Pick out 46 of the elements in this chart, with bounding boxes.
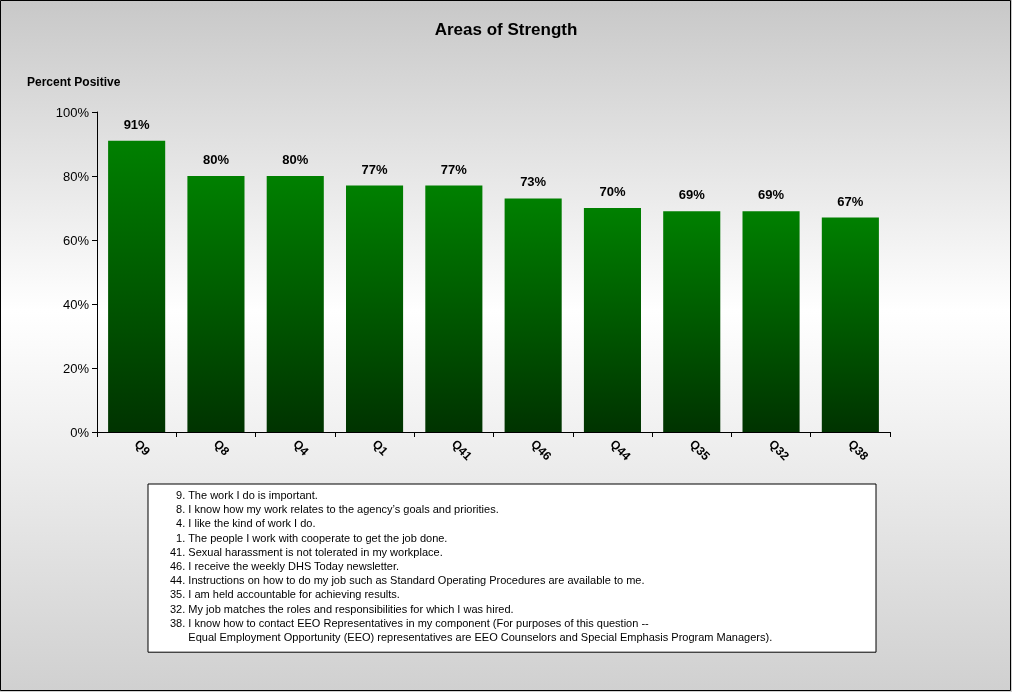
bar xyxy=(583,208,641,432)
y-tick-label: 80% xyxy=(62,168,90,184)
data-label: 80% xyxy=(282,152,309,167)
x-tick-label: Q38 xyxy=(845,437,872,464)
x-tick-label: Q9 xyxy=(131,437,154,459)
text: 35. I am held accountable for achieving results. xyxy=(170,588,400,601)
y-tick-label: 0% xyxy=(70,424,90,440)
x-tick-label: Q4 xyxy=(290,437,312,459)
y-tick-label: 60% xyxy=(62,232,90,248)
text: 38. I know how to contact EEO Representatives in my component (For purposes of this question -- Equal Employment Opportunity (EEO) representatives are EEO Counselors and Special Emphasis Program Managers). xyxy=(170,616,773,644)
text: 32. My job matches the roles and responsibilities for which I was hired. xyxy=(170,602,514,615)
chart-title: Areas of Strength xyxy=(434,20,578,39)
y-tick-label: 40% xyxy=(62,296,90,312)
text: 8. I know how my work relates to the agency’s goals and priorities. xyxy=(170,503,499,516)
data-label: 69% xyxy=(678,187,706,203)
data-label: 73% xyxy=(520,174,547,190)
bar xyxy=(187,176,245,432)
text: 4. I like the kind of work I do. xyxy=(170,517,316,530)
x-tick-label: Q46 xyxy=(528,437,555,464)
bar xyxy=(821,217,879,432)
y-tick-label: 20% xyxy=(62,360,90,376)
bar xyxy=(346,185,404,432)
text: 9. The work I do is important. xyxy=(170,489,318,502)
text: 46. I receive the weekly DHS Today newsletter. xyxy=(170,560,400,573)
data-label: 80% xyxy=(202,152,230,167)
bar xyxy=(108,140,166,432)
bar xyxy=(742,211,800,432)
text: 41. Sexual harassment is not tolerated in my workplace. xyxy=(170,545,443,558)
y-axis-title: Percent Positive xyxy=(27,75,121,89)
bar xyxy=(663,211,721,432)
y-tick-label: 100% xyxy=(55,104,90,120)
data-label: 77% xyxy=(440,161,468,177)
bar xyxy=(266,176,324,432)
x-tick-label: Q8 xyxy=(211,437,233,459)
x-tick-label: Q1 xyxy=(369,437,392,459)
bar xyxy=(504,198,562,432)
text: 44. Instructions on how to do my job such as Standard Operating Procedures are available to me. xyxy=(170,574,645,587)
data-label: 77% xyxy=(361,161,388,177)
x-tick-label: Q35 xyxy=(686,437,713,464)
bar xyxy=(425,185,483,432)
data-label: 69% xyxy=(758,187,785,203)
data-label: 91% xyxy=(123,116,151,132)
data-label: 70% xyxy=(599,184,626,199)
x-tick-label: Q44 xyxy=(607,437,634,464)
data-label: 67% xyxy=(837,193,864,209)
text: 1. The people I work with cooperate to get the job done. xyxy=(170,531,448,544)
